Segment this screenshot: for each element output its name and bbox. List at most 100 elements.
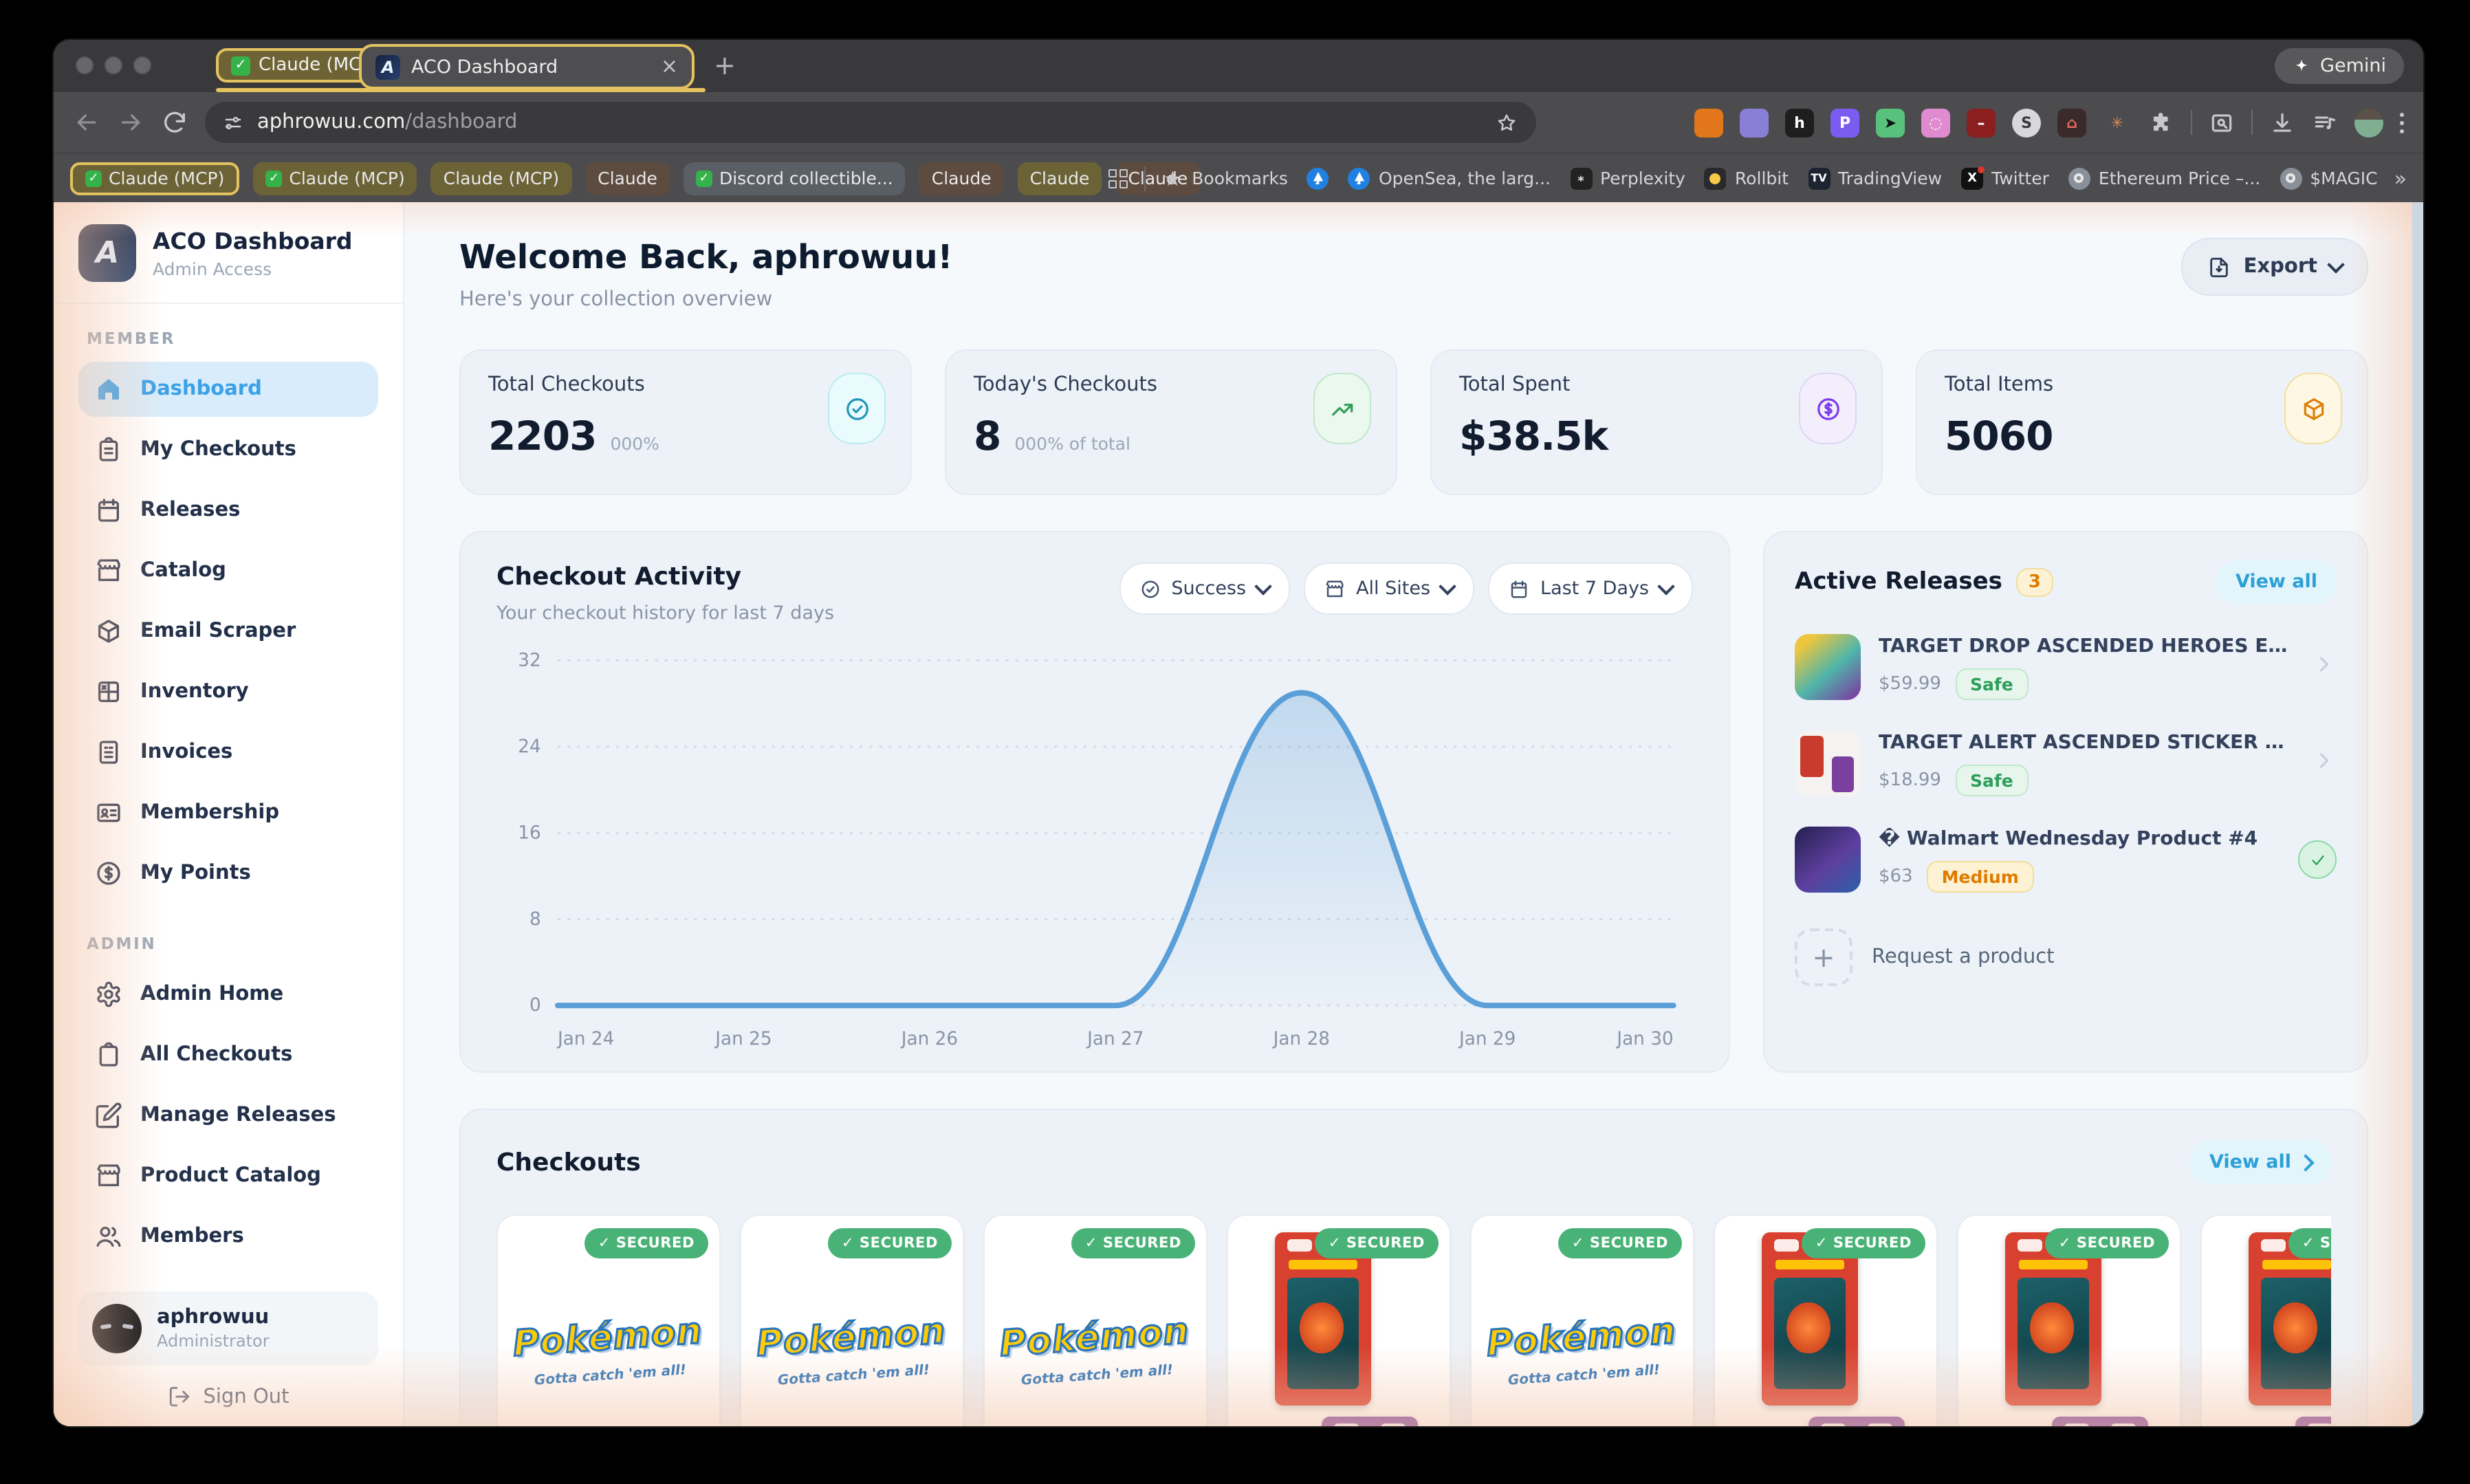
release-name: TARGET ALERT ASCENDED STICKER COLLE... — [1879, 731, 2294, 753]
avatar — [92, 1304, 142, 1353]
forward-icon[interactable] — [117, 109, 144, 136]
svg-text:24: 24 — [518, 736, 540, 757]
checkout-card[interactable]: ✓ SECURED Pokémon Gotta catch 'em all! — [1470, 1214, 1694, 1426]
opensea-icon — [1307, 167, 1329, 189]
release-item[interactable]: � Walmart Wednesday Product #4 $63 Medium — [1795, 827, 2337, 893]
bookmark-item[interactable]: TV TradingView — [1808, 167, 1942, 189]
bookmarks-bar: ✓ Claude (MCP) ✓ Claude (MCP) Claude (MCP) Cl… — [54, 153, 2423, 202]
bookmark-star-icon[interactable] — [1495, 111, 1518, 134]
sidebar-item-my-checkouts[interactable]: My Checkouts — [78, 422, 378, 477]
checkout-card[interactable]: ✓ SECURED — [1227, 1214, 1451, 1426]
sidebar-item-email-scraper[interactable]: Email Scraper — [78, 604, 378, 659]
page-scrollbar[interactable] — [2412, 202, 2423, 1426]
checkout-card[interactable]: ✓ SECURED — [2200, 1214, 2331, 1426]
filter-success[interactable]: Success — [1119, 563, 1291, 615]
sidebar-item-members[interactable]: Members — [78, 1209, 378, 1264]
sidebar-item-dashboard[interactable]: Dashboard — [78, 362, 378, 417]
gemini-button[interactable]: Gemini — [2275, 48, 2404, 84]
sidebar-item-invoices[interactable]: Invoices — [78, 725, 378, 780]
bookmark-item[interactable]: $MAGIC — [2280, 167, 2378, 189]
svg-text:Jan 27: Jan 27 — [1086, 1029, 1144, 1049]
chevron-right-icon — [2312, 652, 2337, 677]
reload-icon[interactable] — [161, 109, 188, 136]
previewed-extension-icon[interactable]: P — [1830, 108, 1859, 137]
filter-last-7-days[interactable]: Last 7 Days — [1488, 563, 1693, 615]
release-item[interactable]: TARGET DROP ASCENDED HEROES ETB $59.99 Saf… — [1795, 634, 2337, 700]
request-product-button[interactable]: + Request a product — [1795, 928, 2337, 986]
close-window-button[interactable] — [76, 56, 94, 74]
calendar-icon — [95, 497, 122, 524]
tab-aco-dashboard[interactable]: A ACO Dashboard × — [359, 44, 695, 89]
shield-extension-icon[interactable]: – — [1967, 108, 1996, 137]
back-icon[interactable] — [73, 109, 100, 136]
sidebar-item-inventory[interactable]: Inventory — [78, 664, 378, 719]
sidebar-item-catalog[interactable]: Catalog — [78, 543, 378, 598]
scircle-extension-icon[interactable]: S — [2012, 108, 2041, 137]
sidebar-item-membership[interactable]: Membership — [78, 785, 378, 840]
release-info: � Walmart Wednesday Product #4 $63 Medium — [1879, 827, 2280, 892]
bookmark-item[interactable]: Ethereum Price –... — [2068, 167, 2260, 189]
checkout-card[interactable]: ✓ SECURED — [1957, 1214, 2181, 1426]
product-image: Pokémon Gotta catch 'em all! — [997, 1257, 1192, 1426]
checkout-card[interactable]: ✓ SECURED Pokémon Gotta catch 'em all! — [740, 1214, 964, 1426]
bookmark-label: Bookmarks — [1192, 168, 1288, 188]
cursor-extension-icon[interactable]: ➤ — [1876, 108, 1905, 137]
profile-avatar[interactable] — [2354, 108, 2383, 137]
nav-label: All Checkouts — [140, 1044, 293, 1066]
releases-view-all-button[interactable]: View all — [2216, 560, 2337, 604]
sign-out-button[interactable]: Sign Out — [78, 1385, 378, 1408]
export-button[interactable]: Export — [2181, 238, 2368, 296]
bookmark-tab-chip[interactable]: ✓ Claude (MCP) — [70, 162, 240, 195]
filter-all-sites[interactable]: All Sites — [1304, 563, 1475, 615]
user-card[interactable]: aphrowuu Administrator — [78, 1291, 378, 1366]
bookmark-item[interactable]: Rollbit — [1704, 167, 1789, 189]
checkout-card[interactable]: ✓ SECURED Pokémon Gotta catch 'em all! — [496, 1214, 721, 1426]
bookmark-tab-chip[interactable]: Claude — [1115, 162, 1201, 195]
divider — [2251, 110, 2253, 135]
app-title: ACO Dashboard — [153, 228, 353, 254]
bookmarks-overflow-icon[interactable]: » — [2394, 166, 2407, 190]
bookmark-tab-chip[interactable]: ✓ Claude (MCP) — [253, 162, 417, 195]
bookmark-item[interactable]: X Twitter — [1961, 166, 2049, 189]
htmltodesign-extension-icon[interactable]: h — [1785, 108, 1814, 137]
tab-groups-grid-icon[interactable] — [1108, 168, 1128, 188]
phantom-extension-icon[interactable] — [1740, 108, 1769, 137]
home-icon — [95, 375, 122, 403]
stat-subtext: 000% of total — [1014, 433, 1131, 454]
chevron-right-icon — [2312, 652, 2337, 682]
bookmark-tab-chip[interactable]: Claude — [585, 162, 670, 195]
media-list-icon — [2312, 109, 2338, 135]
bookmark-item[interactable]: ⁎ Perplexity — [1570, 167, 1685, 189]
anchor-extension-icon[interactable]: ⌂ — [2057, 108, 2086, 137]
address-bar[interactable]: aphrowuu.com/dashboard — [205, 102, 1536, 143]
starburst-extension-icon[interactable]: ✳ — [2110, 113, 2124, 131]
sidebar-item-releases[interactable]: Releases — [78, 483, 378, 538]
release-item[interactable]: TARGET ALERT ASCENDED STICKER COLLE... $1… — [1795, 730, 2337, 796]
release-meta: $63 Medium — [1879, 860, 2280, 892]
tab-close-icon[interactable]: × — [660, 54, 678, 78]
bookmark-tab-chip[interactable]: Claude — [1017, 162, 1102, 195]
secured-badge: ✓ SECURED — [584, 1228, 708, 1258]
bookmark-tab-chip[interactable]: Claude (MCP) — [430, 162, 572, 195]
sidebar-item-product-catalog[interactable]: Product Catalog — [78, 1148, 378, 1203]
bookmark-item[interactable] — [1307, 167, 1329, 189]
sidebar-item-all-checkouts[interactable]: All Checkouts — [78, 1027, 378, 1082]
bookmark-item[interactable]: ★ Bookmarks — [1161, 166, 1288, 190]
menu-kebab-icon[interactable] — [2400, 112, 2404, 133]
bookmark-item[interactable]: OpenSea, the larg... — [1348, 167, 1551, 189]
bookmark-tab-chip[interactable]: ✓ Discord collectible... — [683, 162, 906, 195]
dollar-icon — [95, 860, 122, 887]
checkout-card[interactable]: ✓ SECURED Pokémon Gotta catch 'em all! — [983, 1214, 1207, 1426]
site-settings-icon[interactable] — [223, 112, 243, 133]
lens-extension-icon[interactable]: ◌ — [1921, 108, 1950, 137]
bookmark-tab-chip[interactable]: Claude — [919, 162, 1004, 195]
sidebar-item-my-points[interactable]: My Points — [78, 846, 378, 901]
new-tab-button[interactable]: + — [714, 51, 736, 81]
sidebar-item-manage-releases[interactable]: Manage Releases — [78, 1088, 378, 1143]
minimize-window-button[interactable] — [105, 56, 122, 74]
metamask-extension-icon[interactable] — [1694, 108, 1723, 137]
checkouts-view-all-button[interactable]: View all — [2189, 1140, 2331, 1184]
zoom-window-button[interactable] — [133, 56, 151, 74]
checkout-card[interactable]: ✓ SECURED — [1714, 1214, 1938, 1426]
sidebar-item-admin-home[interactable]: Admin Home — [78, 967, 378, 1022]
